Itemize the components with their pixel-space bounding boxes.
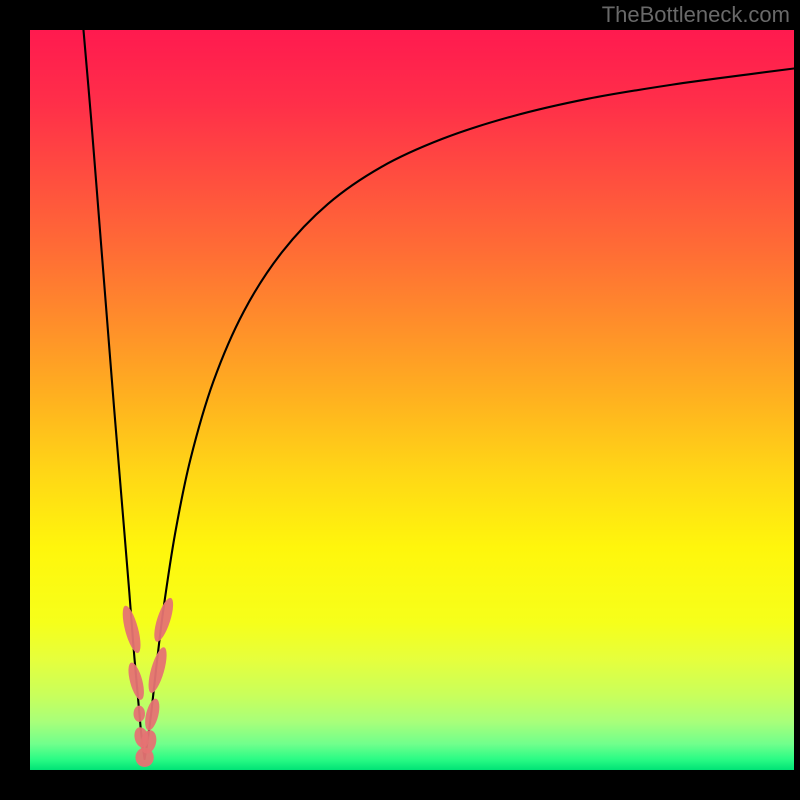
data-marker [134, 706, 145, 722]
plot-background [30, 30, 794, 770]
chart-root: TheBottleneck.com [0, 0, 800, 800]
attribution-text: TheBottleneck.com [602, 2, 790, 28]
chart-svg [0, 0, 800, 800]
